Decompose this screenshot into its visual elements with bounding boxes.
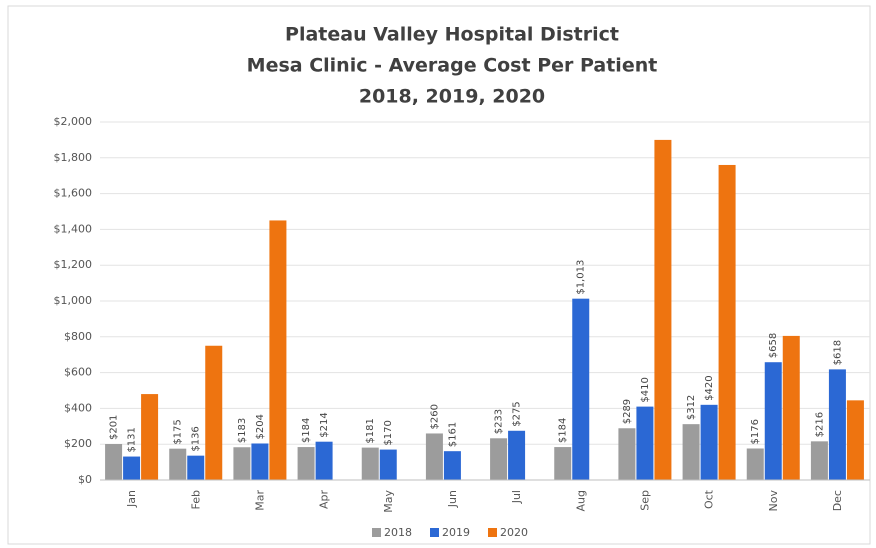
data-label: $216 <box>814 412 825 437</box>
data-label: $289 <box>622 399 633 424</box>
bar <box>169 448 187 480</box>
bar <box>315 441 333 480</box>
data-label: $312 <box>686 395 697 420</box>
bar <box>718 164 736 480</box>
data-label: $260 <box>429 404 440 429</box>
data-label: $131 <box>127 427 138 452</box>
y-tick-label: $2,000 <box>54 115 93 128</box>
y-tick-label: $800 <box>64 330 92 343</box>
legend-swatch <box>372 528 381 537</box>
bar <box>746 448 764 480</box>
legend-label: 2019 <box>442 526 470 539</box>
x-tick-label: Jan <box>125 490 138 508</box>
bar <box>141 394 159 480</box>
chart-subtitle: 2018, 2019, 2020 <box>359 86 545 108</box>
bar <box>105 444 123 480</box>
legend-swatch <box>488 528 497 537</box>
bar <box>251 443 269 480</box>
y-tick-label: $400 <box>64 401 92 414</box>
bar <box>654 139 672 480</box>
data-label: $183 <box>237 418 248 443</box>
x-tick-label: Feb <box>189 490 202 509</box>
bar <box>828 369 846 480</box>
bar <box>361 447 379 480</box>
data-label: $1,013 <box>576 260 587 295</box>
data-label: $275 <box>512 401 523 426</box>
bar <box>508 430 526 480</box>
x-tick-label: Aug <box>574 490 587 511</box>
y-tick-label: $1,000 <box>54 294 93 307</box>
y-tick-label: $0 <box>78 473 92 486</box>
x-tick-label: Oct <box>703 489 716 509</box>
bar <box>846 400 864 480</box>
x-tick-label: Sep <box>638 490 651 511</box>
x-tick-label: Mar <box>253 490 266 511</box>
y-tick-label: $200 <box>64 437 92 450</box>
y-tick-label: $1,600 <box>54 187 93 200</box>
y-tick-label: $600 <box>64 366 92 379</box>
legend-label: 2018 <box>384 526 412 539</box>
y-tick-label: $1,200 <box>54 258 93 271</box>
data-label: $184 <box>301 418 312 443</box>
data-label: $658 <box>768 333 779 358</box>
x-tick-label: Dec <box>831 490 844 511</box>
bar <box>618 428 636 480</box>
chart-title: Plateau Valley Hospital District <box>285 24 619 46</box>
data-label: $136 <box>191 426 202 451</box>
bar <box>636 406 654 480</box>
data-label: $214 <box>319 412 330 437</box>
chart-subtitle: Mesa Clinic - Average Cost Per Patient <box>247 55 658 77</box>
bar <box>810 441 828 480</box>
x-tick-label: Apr <box>318 490 331 510</box>
bar <box>233 447 251 480</box>
bar <box>269 220 287 480</box>
x-tick-label: Jun <box>446 490 459 508</box>
data-label: $161 <box>447 422 458 447</box>
bar <box>764 362 782 480</box>
data-label: $181 <box>365 418 376 443</box>
y-tick-label: $1,400 <box>54 222 93 235</box>
x-tick-label: Jul <box>510 490 523 504</box>
data-label: $618 <box>832 340 843 365</box>
data-label: $204 <box>255 414 266 439</box>
bar <box>572 298 590 480</box>
bar <box>490 438 508 480</box>
data-label: $176 <box>750 419 761 444</box>
data-label: $184 <box>558 418 569 443</box>
bar <box>682 424 700 480</box>
data-label: $170 <box>383 420 394 445</box>
bar <box>187 455 205 480</box>
data-label: $410 <box>640 377 651 402</box>
data-label: $201 <box>109 415 120 440</box>
x-tick-label: Nov <box>767 490 780 512</box>
data-label: $420 <box>704 375 715 400</box>
bar <box>700 404 718 480</box>
bar <box>205 345 223 480</box>
data-label: $233 <box>494 409 505 434</box>
bar <box>297 447 315 480</box>
bar <box>554 447 572 480</box>
bar <box>379 449 397 480</box>
data-label: $175 <box>173 419 184 444</box>
bar <box>443 451 461 480</box>
y-tick-label: $1,800 <box>54 151 93 164</box>
legend-label: 2020 <box>500 526 528 539</box>
bar <box>782 335 800 480</box>
legend-swatch <box>430 528 439 537</box>
x-tick-label: May <box>382 490 395 513</box>
bar <box>123 456 141 480</box>
bar <box>425 433 443 480</box>
